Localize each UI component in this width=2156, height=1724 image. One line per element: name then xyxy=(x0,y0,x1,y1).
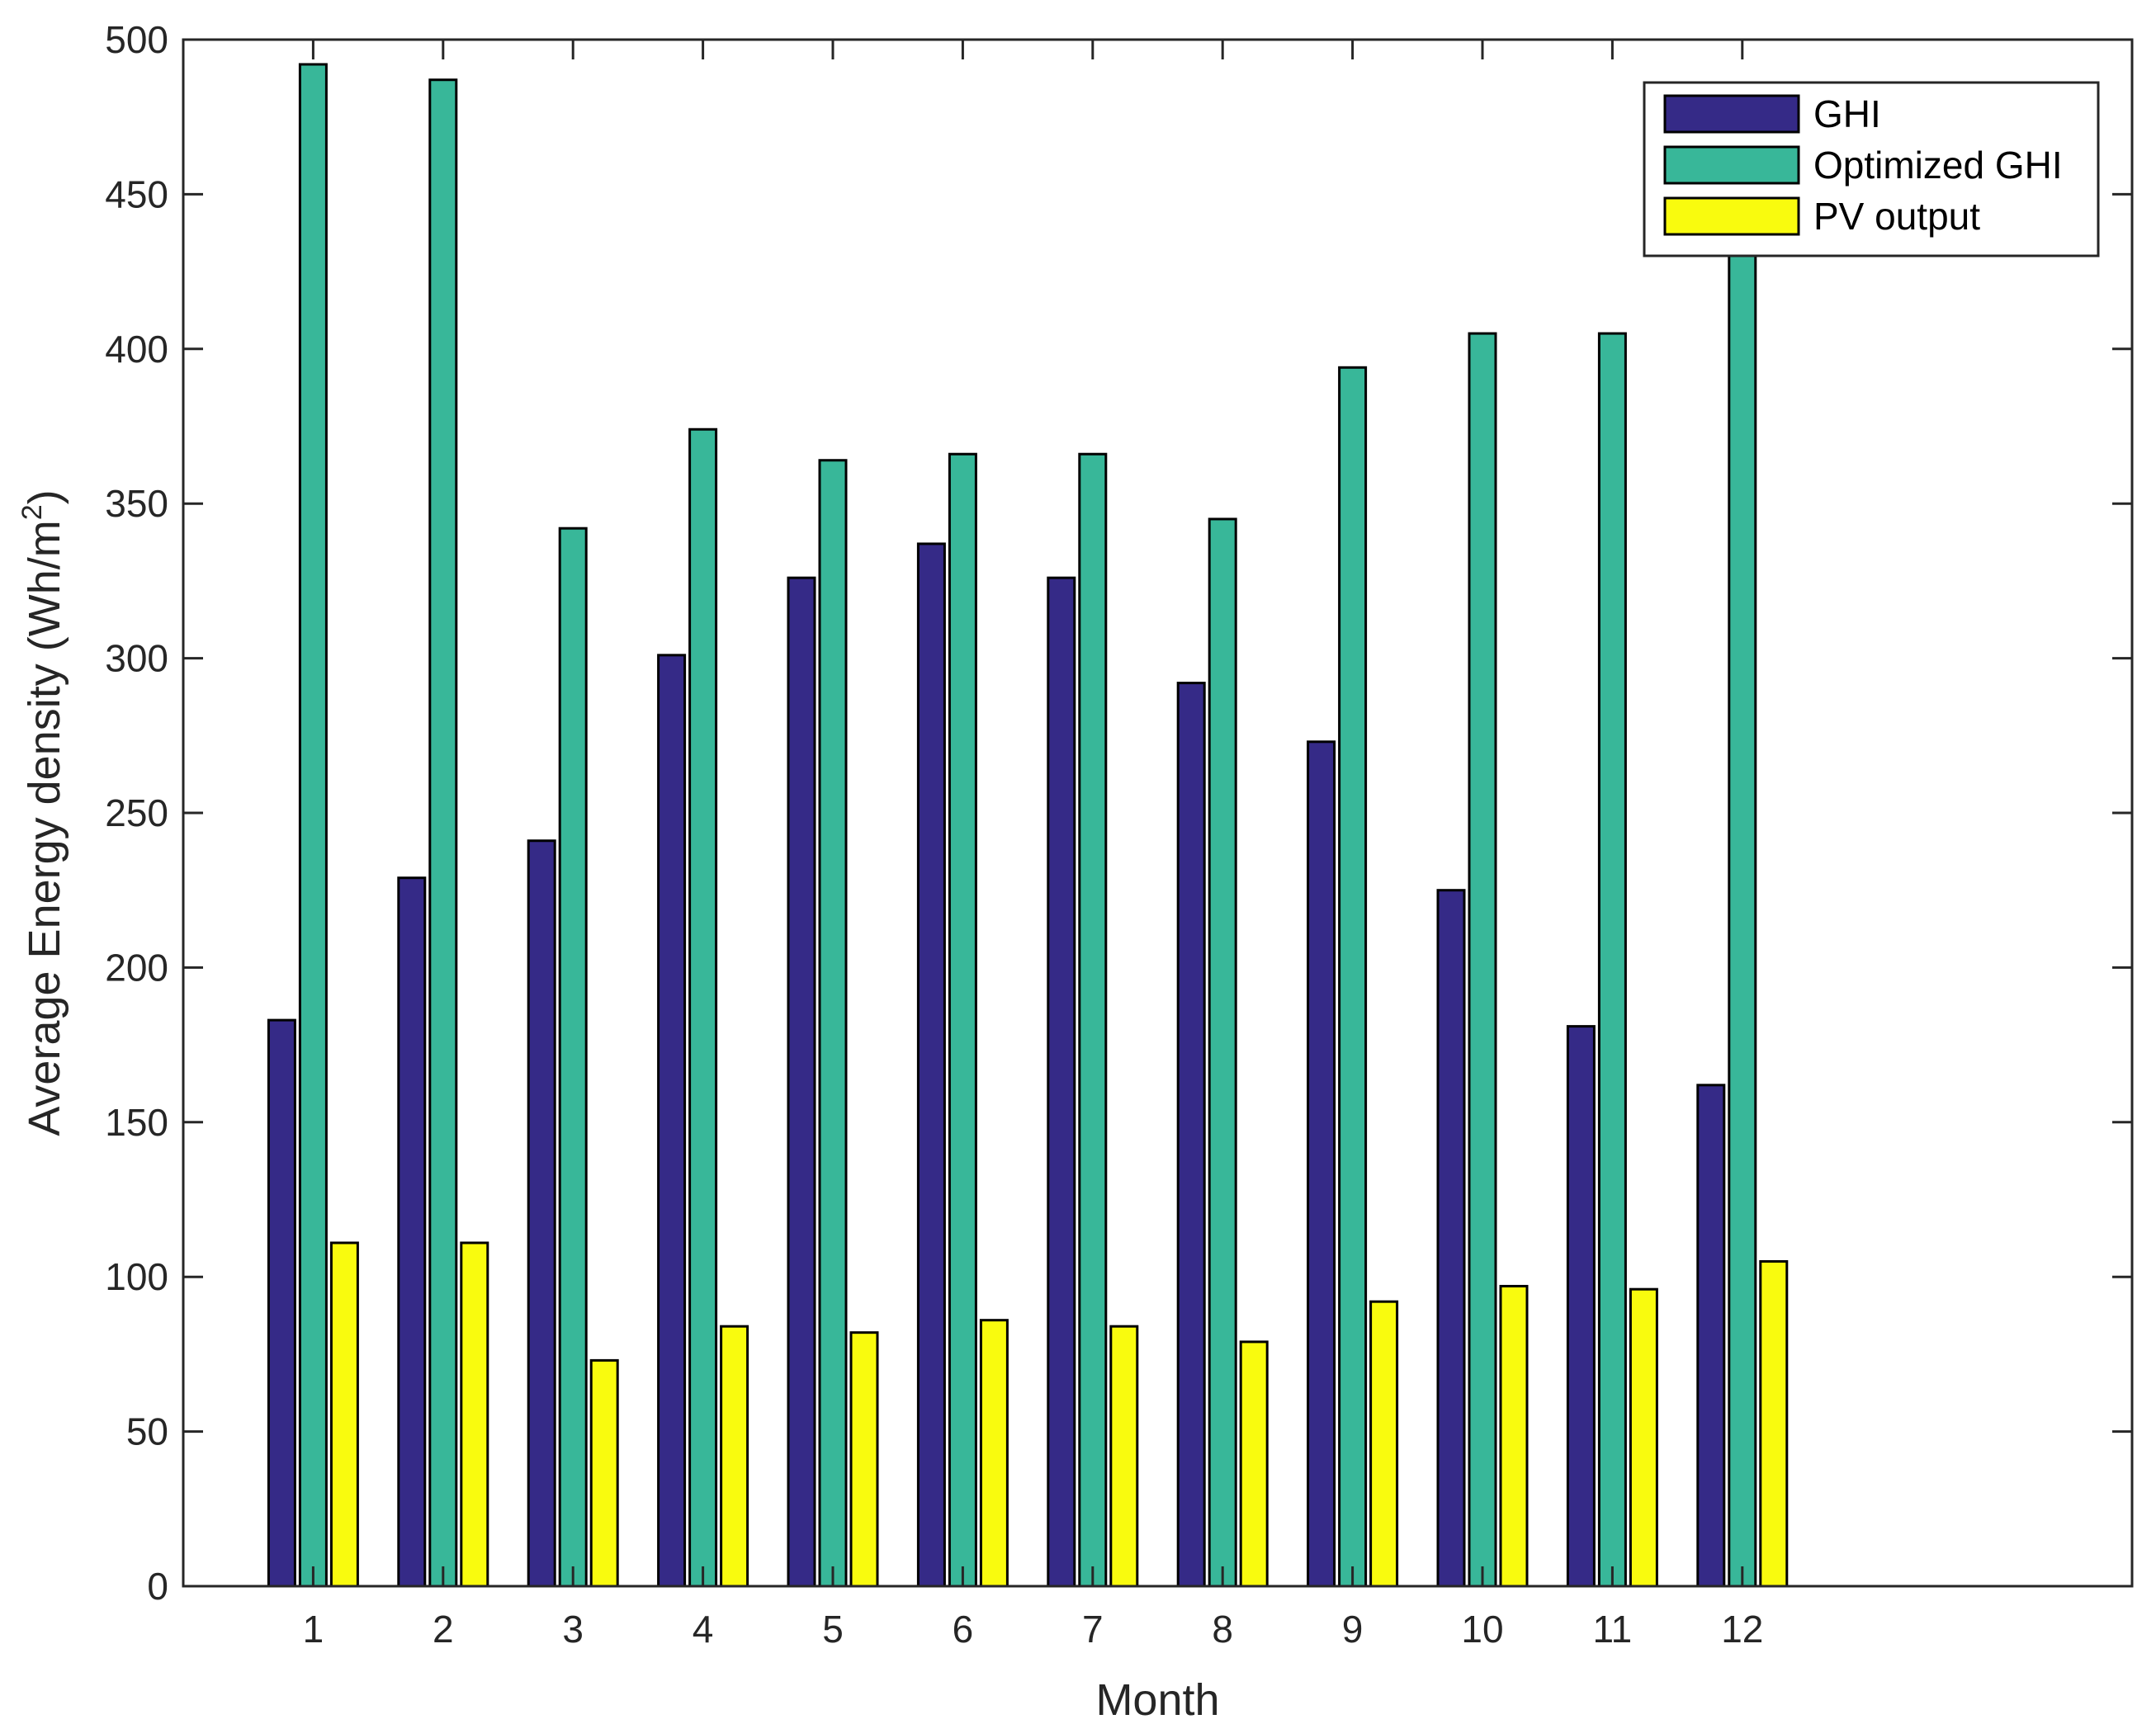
bar-pv-output-month-2 xyxy=(460,1241,489,1588)
bar-pv-output-month-9 xyxy=(1369,1300,1399,1588)
plot-area xyxy=(183,40,2132,1586)
y-tick-label: 0 xyxy=(147,1565,168,1608)
legend-swatch-pv-output xyxy=(1663,196,1800,236)
bar-pv-output-month-7 xyxy=(1109,1325,1139,1588)
bar-optimized-ghi-month-5 xyxy=(818,459,848,1588)
legend: GHI Optimized GHI PV output xyxy=(1643,81,2100,257)
x-tick-label: 11 xyxy=(1593,1608,1633,1651)
bar-pv-output-month-5 xyxy=(849,1331,879,1588)
x-tick-label: 12 xyxy=(1721,1608,1763,1651)
bar-pv-output-month-10 xyxy=(1499,1284,1529,1588)
y-tick-label: 150 xyxy=(105,1101,168,1144)
x-tick-label: 3 xyxy=(562,1608,584,1651)
bar-optimized-ghi-month-12 xyxy=(1728,229,1757,1588)
x-tick-label: 10 xyxy=(1461,1608,1503,1651)
y-tick-label: 450 xyxy=(105,172,168,215)
bar-optimized-ghi-month-2 xyxy=(428,78,458,1588)
bar-ghi-month-7 xyxy=(1047,576,1076,1588)
y-tick-label: 400 xyxy=(105,328,168,371)
legend-swatch-optimized-ghi xyxy=(1663,145,1800,185)
axes-background xyxy=(183,40,2132,1586)
bar-optimized-ghi-month-7 xyxy=(1078,452,1108,1588)
bar-pv-output-month-6 xyxy=(979,1319,1009,1588)
y-axis-title: Average Energy density (Wh/m2) xyxy=(17,489,69,1136)
y-axis-title-main: Average Energy density (Wh/m xyxy=(20,520,69,1136)
bar-ghi-month-10 xyxy=(1436,889,1466,1588)
bar-pv-output-month-12 xyxy=(1759,1259,1789,1588)
bar-pv-output-month-1 xyxy=(329,1241,359,1588)
y-axis-title-superscript: 2 xyxy=(17,504,48,520)
bar-pv-output-month-4 xyxy=(720,1325,749,1588)
bar-ghi-month-6 xyxy=(916,542,946,1588)
legend-label-pv-output: PV output xyxy=(1813,195,1980,238)
bar-pv-output-month-8 xyxy=(1239,1340,1269,1588)
x-axis-title: Month xyxy=(1095,1675,1219,1724)
x-tick-label: 4 xyxy=(693,1608,714,1651)
x-tick-label: 1 xyxy=(303,1608,324,1651)
y-axis-ticks: 0 50 100 150 200 250 300 350 400 450 500 xyxy=(105,18,2132,1608)
x-tick-label: 2 xyxy=(433,1608,454,1651)
legend-swatch-ghi xyxy=(1663,94,1800,134)
bar-ghi-month-8 xyxy=(1176,682,1206,1588)
x-tick-label: 9 xyxy=(1342,1608,1364,1651)
y-axis-title-suffix: ) xyxy=(20,489,69,504)
bar-ghi-month-4 xyxy=(657,654,687,1588)
bars xyxy=(267,63,1789,1588)
bar-optimized-ghi-month-4 xyxy=(688,427,718,1588)
x-axis-ticks: 1 2 3 4 5 6 7 8 9 10 11 12 xyxy=(303,40,1763,1651)
y-tick-label: 100 xyxy=(105,1255,168,1298)
bar-ghi-month-11 xyxy=(1566,1025,1596,1588)
bar-ghi-month-1 xyxy=(267,1018,296,1588)
bar-ghi-month-9 xyxy=(1307,740,1336,1588)
bar-pv-output-month-11 xyxy=(1629,1287,1658,1588)
y-tick-label: 250 xyxy=(105,791,168,834)
bar-optimized-ghi-month-9 xyxy=(1338,366,1368,1588)
y-tick-label: 50 xyxy=(126,1410,168,1453)
bar-optimized-ghi-month-1 xyxy=(298,63,328,1588)
x-tick-label: 6 xyxy=(953,1608,974,1651)
bar-optimized-ghi-month-3 xyxy=(558,527,588,1588)
bar-optimized-ghi-month-8 xyxy=(1208,517,1237,1588)
legend-label-ghi: GHI xyxy=(1813,92,1881,135)
x-tick-label: 5 xyxy=(822,1608,844,1651)
x-tick-label: 7 xyxy=(1082,1608,1104,1651)
bar-pv-output-month-3 xyxy=(589,1358,619,1588)
bar-optimized-ghi-month-10 xyxy=(1468,332,1497,1588)
y-tick-label: 500 xyxy=(105,18,168,61)
legend-label-optimized-ghi: Optimized GHI xyxy=(1813,144,2063,187)
bar-ghi-month-5 xyxy=(787,576,816,1588)
bar-ghi-month-3 xyxy=(527,839,556,1588)
y-tick-label: 200 xyxy=(105,946,168,989)
y-tick-label: 350 xyxy=(105,482,168,525)
bar-ghi-month-12 xyxy=(1696,1084,1726,1588)
bar-ghi-month-2 xyxy=(397,876,427,1588)
y-tick-label: 300 xyxy=(105,637,168,680)
bar-optimized-ghi-month-6 xyxy=(948,452,977,1588)
bar-optimized-ghi-month-11 xyxy=(1597,332,1627,1588)
x-tick-label: 8 xyxy=(1212,1608,1233,1651)
